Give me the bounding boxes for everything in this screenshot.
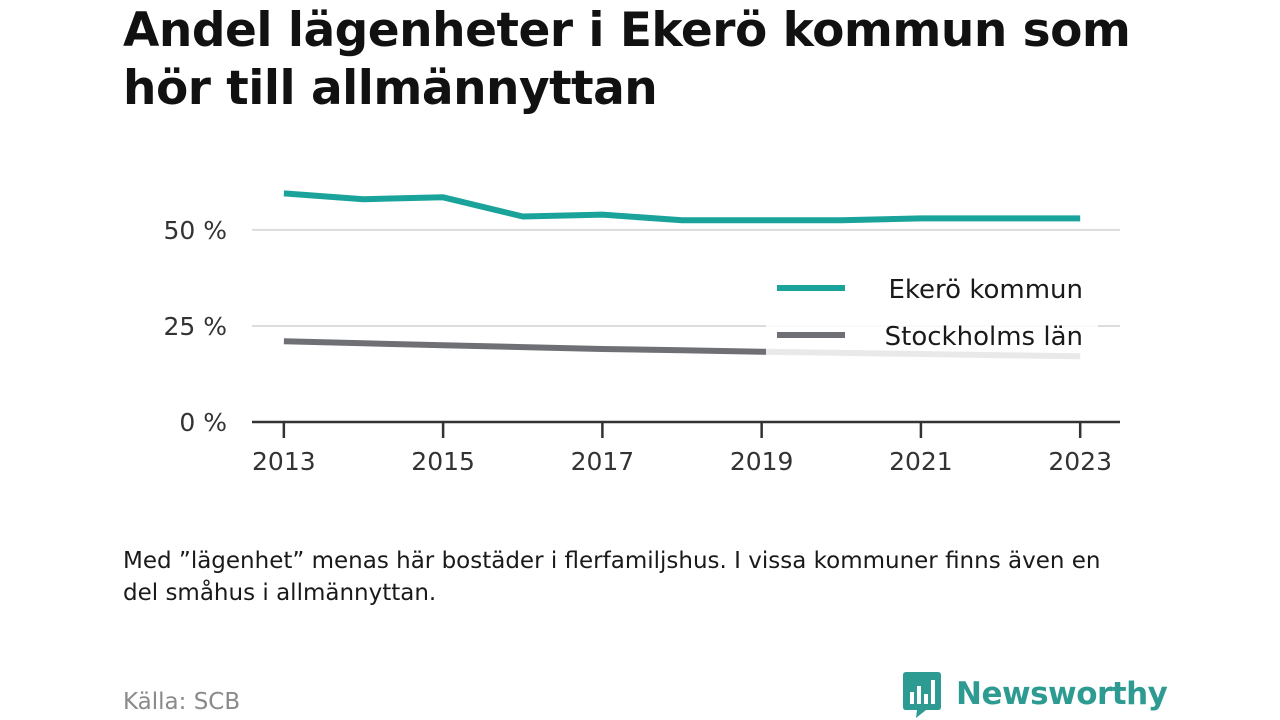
y-tick-label: 0 % xyxy=(179,408,227,437)
y-tick-label: 25 % xyxy=(163,312,227,341)
x-tick-label: 2017 xyxy=(571,447,635,476)
x-tick-label: 2023 xyxy=(1048,447,1112,476)
legend-label: Stockholms län xyxy=(885,322,1083,352)
legend-label: Ekerö kommun xyxy=(889,275,1084,305)
x-tick-label: 2013 xyxy=(252,447,316,476)
series-line-ekero xyxy=(283,190,1081,224)
source-label: Källa: SCB xyxy=(123,689,241,715)
legend: Ekerö kommun Stockholms län xyxy=(766,264,1098,365)
x-tick-label: 2019 xyxy=(730,447,794,476)
chart-title: Andel lägenheter i Ekerö kommun som hör … xyxy=(123,3,1131,116)
legend-background xyxy=(766,264,1098,365)
x-tick-label: 2015 xyxy=(411,447,475,476)
x-axis: 2013 2015 2017 2019 2021 2023 xyxy=(252,420,1120,476)
brand-logo: Newsworthy xyxy=(902,670,1168,718)
newsworthy-logo-icon xyxy=(903,672,941,718)
y-tick-label: 50 % xyxy=(163,216,227,245)
x-tick-label: 2021 xyxy=(889,447,953,476)
chart-note: Med ”lägenhet” menas här bostäder i fler… xyxy=(123,548,1101,606)
brand-name: Newsworthy xyxy=(956,676,1168,712)
